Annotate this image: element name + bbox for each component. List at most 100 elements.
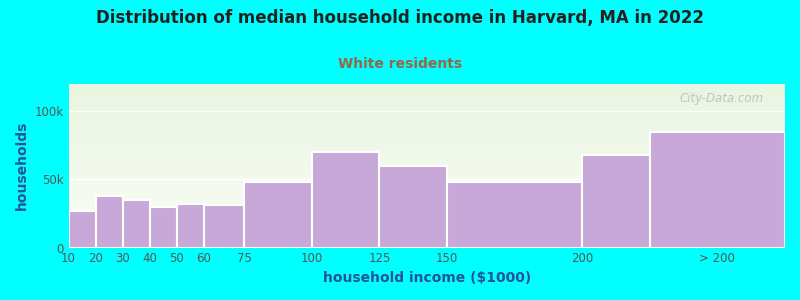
- Bar: [69, 238, 785, 239]
- Bar: [69, 207, 785, 208]
- Bar: [69, 194, 785, 195]
- Bar: [69, 102, 785, 103]
- Bar: [69, 120, 785, 121]
- Bar: [69, 89, 785, 90]
- Bar: [69, 143, 785, 144]
- Bar: [69, 128, 785, 129]
- Bar: [69, 218, 785, 219]
- Bar: [69, 135, 785, 136]
- Bar: [69, 148, 785, 149]
- Bar: [69, 92, 785, 93]
- Bar: [69, 86, 785, 87]
- Bar: [69, 146, 785, 147]
- Bar: [69, 240, 785, 241]
- Bar: [244, 182, 312, 248]
- Bar: [69, 157, 785, 158]
- Text: White residents: White residents: [338, 57, 462, 71]
- Bar: [69, 246, 785, 247]
- Bar: [69, 118, 785, 119]
- Bar: [69, 140, 785, 141]
- Bar: [69, 150, 785, 151]
- Bar: [69, 88, 785, 89]
- Bar: [69, 232, 785, 233]
- Bar: [69, 153, 785, 154]
- Bar: [69, 122, 785, 123]
- Bar: [69, 216, 785, 217]
- Bar: [69, 116, 785, 117]
- Bar: [95, 196, 122, 248]
- Bar: [69, 181, 785, 182]
- Bar: [69, 182, 785, 183]
- Bar: [69, 193, 785, 194]
- Bar: [69, 94, 785, 95]
- Bar: [69, 90, 785, 91]
- Bar: [447, 182, 582, 248]
- Bar: [69, 123, 785, 124]
- Bar: [69, 97, 785, 98]
- Bar: [69, 101, 785, 102]
- Text: City-Data.com: City-Data.com: [679, 92, 763, 105]
- Bar: [69, 214, 785, 215]
- Bar: [69, 119, 785, 120]
- Y-axis label: households: households: [15, 121, 29, 211]
- Bar: [69, 144, 785, 145]
- Bar: [69, 95, 785, 96]
- Bar: [69, 177, 785, 178]
- Bar: [69, 111, 785, 112]
- Bar: [69, 200, 785, 201]
- Bar: [69, 221, 785, 222]
- Bar: [582, 155, 650, 248]
- Bar: [69, 136, 785, 137]
- Bar: [69, 100, 785, 101]
- Bar: [69, 215, 785, 216]
- Bar: [69, 91, 785, 92]
- Bar: [69, 100, 785, 101]
- Bar: [69, 108, 785, 109]
- Bar: [69, 213, 785, 214]
- Bar: [69, 202, 785, 203]
- Bar: [69, 222, 785, 223]
- Bar: [69, 185, 785, 186]
- Bar: [69, 231, 785, 232]
- Bar: [69, 127, 785, 128]
- Bar: [69, 209, 785, 210]
- Bar: [69, 114, 785, 115]
- Bar: [69, 126, 785, 127]
- Bar: [69, 137, 785, 138]
- Bar: [69, 243, 785, 244]
- Bar: [69, 130, 785, 131]
- Bar: [69, 155, 785, 156]
- Bar: [69, 117, 785, 118]
- Bar: [69, 225, 785, 226]
- Bar: [69, 165, 785, 166]
- Bar: [177, 204, 204, 248]
- Bar: [69, 170, 785, 171]
- Bar: [69, 236, 785, 237]
- Bar: [69, 180, 785, 181]
- Bar: [69, 220, 785, 221]
- Bar: [69, 198, 785, 199]
- Bar: [69, 227, 785, 228]
- Bar: [69, 203, 785, 204]
- Bar: [69, 124, 785, 125]
- Bar: [69, 113, 785, 114]
- Bar: [69, 230, 785, 231]
- Bar: [312, 152, 379, 248]
- Bar: [69, 85, 785, 86]
- Bar: [69, 98, 785, 99]
- Bar: [69, 167, 785, 168]
- Bar: [69, 134, 785, 135]
- Bar: [69, 187, 785, 188]
- Bar: [69, 241, 785, 242]
- Bar: [69, 109, 785, 110]
- Bar: [69, 131, 785, 132]
- Bar: [69, 204, 785, 205]
- Bar: [69, 201, 785, 202]
- Bar: [69, 237, 785, 238]
- Bar: [69, 106, 785, 107]
- Bar: [69, 152, 785, 153]
- Bar: [122, 200, 150, 248]
- Bar: [69, 112, 785, 113]
- Bar: [69, 189, 785, 190]
- Bar: [69, 195, 785, 196]
